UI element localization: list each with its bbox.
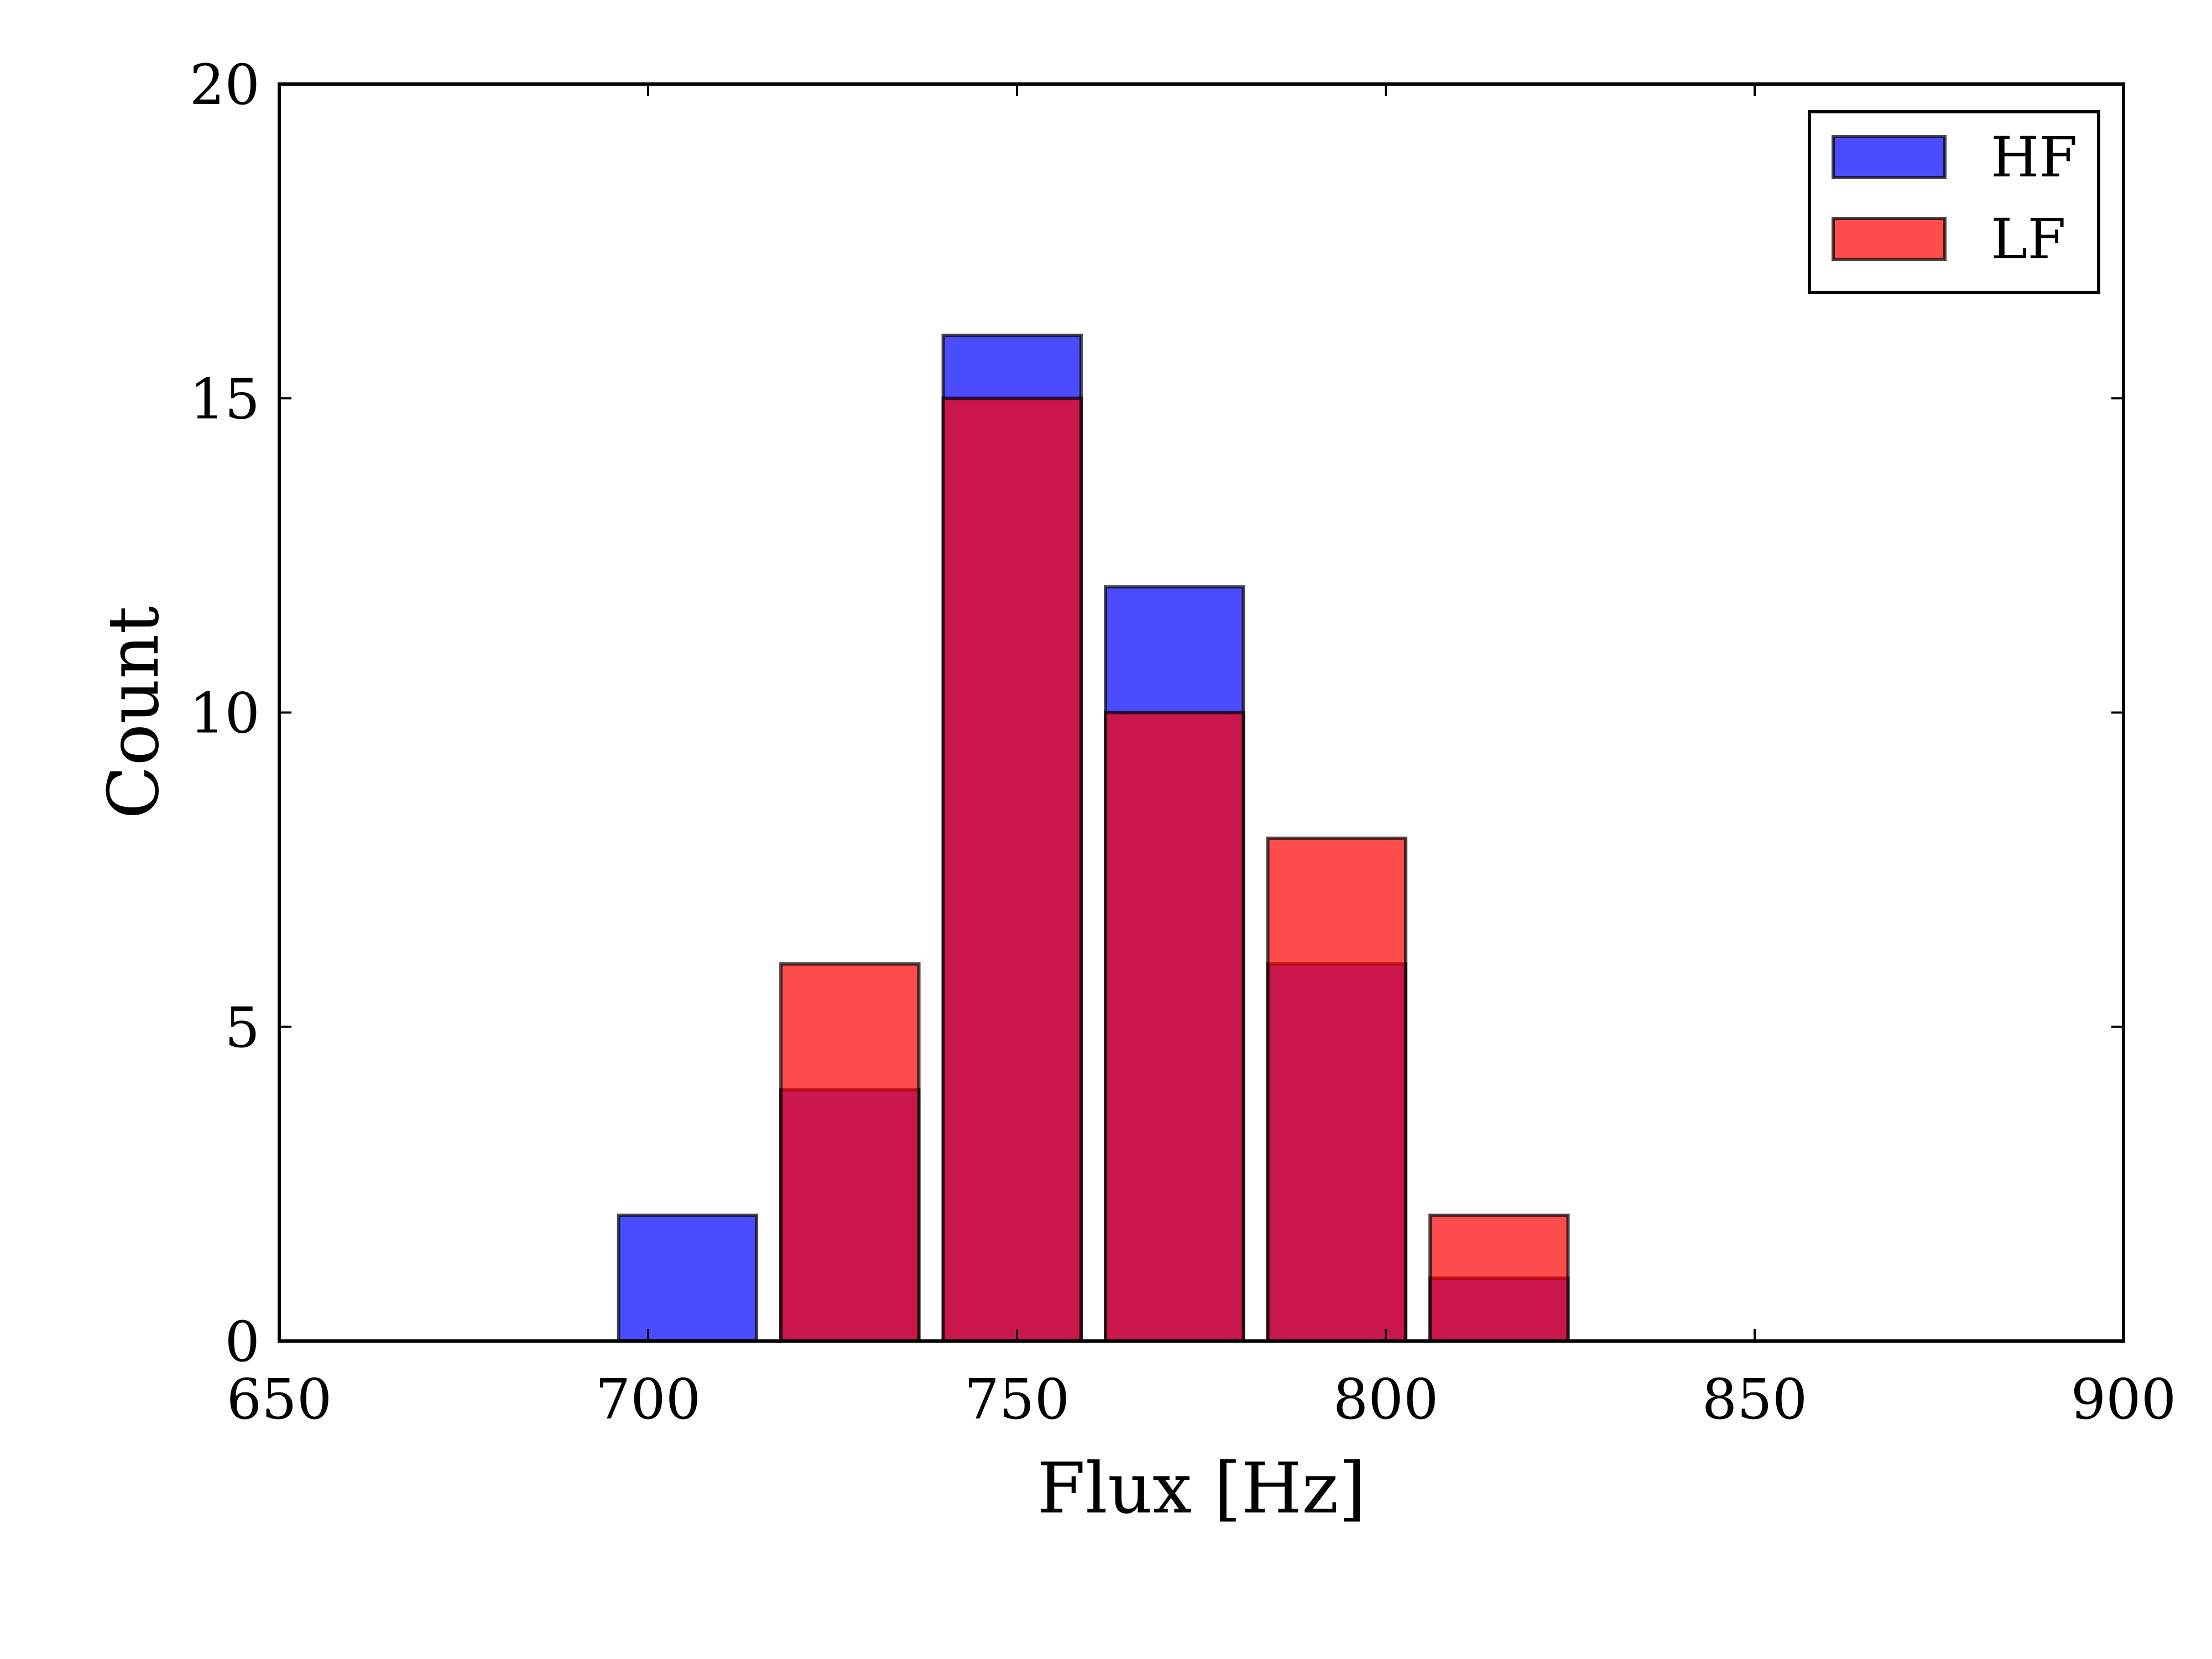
legend-swatch-lf [1832, 217, 1947, 261]
legend-swatch-hf [1832, 135, 1947, 179]
x-tick-label: 750 [964, 1367, 1070, 1432]
y-axis-label: Count [93, 606, 174, 819]
x-tick-label: 900 [2071, 1367, 2177, 1432]
x-tick-label: 800 [1333, 1367, 1439, 1432]
bar-lf-2 [941, 397, 1083, 1343]
x-tick-label: 850 [1702, 1367, 1808, 1432]
bar-lf-5 [1428, 1213, 1570, 1343]
legend-label-hf: HF [1991, 125, 2078, 190]
x-tick-label: 700 [596, 1367, 701, 1432]
y-tick-label: 10 [190, 681, 260, 746]
bar-lf-4 [1266, 836, 1408, 1343]
bar-lf-3 [1104, 711, 1245, 1343]
y-tick-label: 0 [225, 1310, 260, 1374]
ticks-group: 650 700 750 800 850 900 0 5 10 15 20 [190, 53, 2177, 1432]
y-tick-label: 20 [190, 53, 260, 117]
bar-lf-1 [779, 962, 921, 1343]
y-tick-label: 5 [225, 995, 260, 1060]
bar-hf-0 [617, 1213, 759, 1343]
x-axis-label: Flux [Hz] [1037, 1448, 1366, 1529]
x-tick-label: 650 [227, 1367, 332, 1432]
legend-label-lf: LF [1991, 207, 2066, 272]
bars-group [617, 333, 1570, 1343]
legend: HF LF [1808, 110, 2100, 294]
y-tick-label: 15 [190, 367, 260, 431]
plot-frame [278, 82, 2125, 1343]
